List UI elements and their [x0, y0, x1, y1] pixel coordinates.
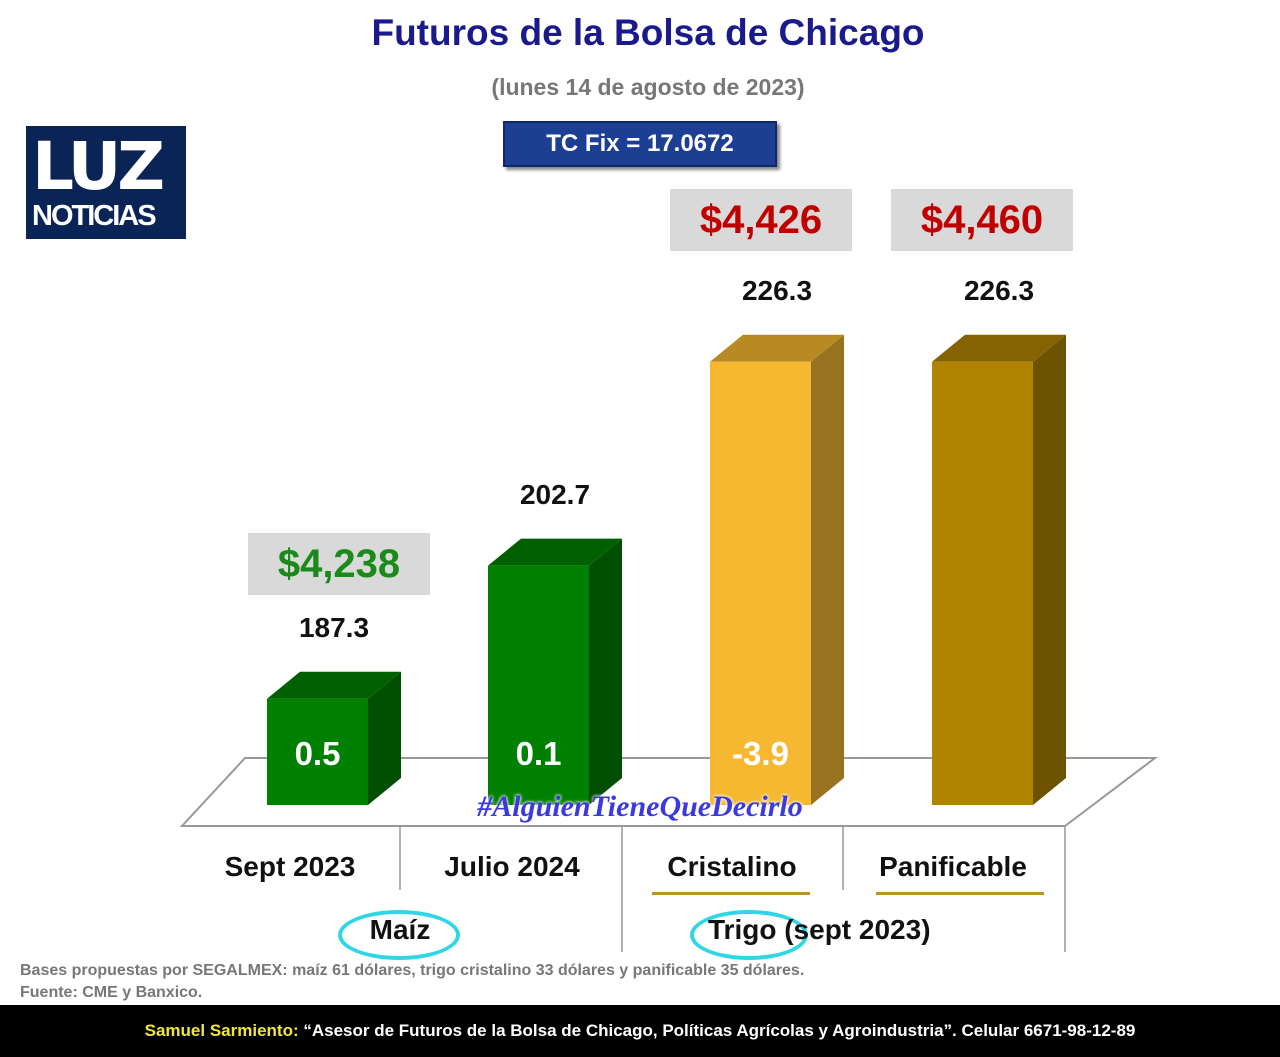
category-label: Julio 2024 [444, 851, 580, 882]
change-label: -3.9 [732, 735, 789, 772]
bar [932, 361, 1033, 805]
chart-title: Futuros de la Bolsa de Chicago [371, 12, 925, 53]
bar-side [368, 671, 401, 805]
author-name: Samuel Sarmiento: [144, 1021, 299, 1040]
category-underline [652, 892, 810, 895]
bar-chart [179, 334, 1158, 952]
footer-credit: Samuel Sarmiento: “Asesor de Futuros de … [0, 1005, 1280, 1057]
value-label: 202.7 [519, 478, 591, 510]
bar [267, 698, 368, 805]
bar-side [811, 334, 844, 805]
change-label: 0.5 [294, 735, 341, 772]
value-label: 187.3 [298, 611, 370, 643]
trigo-label: Trigo [708, 914, 777, 945]
bar-side [1033, 334, 1066, 805]
author-description: “Asesor de Futuros de la Bolsa de Chicag… [298, 1021, 1136, 1040]
luz-noticias-logo: LUZ NOTICIAS [26, 126, 186, 239]
bar-top [267, 671, 401, 699]
category-label: Cristalino [667, 851, 797, 882]
hashtag: #AlguienTieneQueDecirlo [477, 790, 803, 823]
chart-floor [179, 757, 1158, 827]
trigo-suffix: (sept 2023) [776, 914, 931, 945]
category-label: Panificable [879, 851, 1027, 882]
change-label: 0.1 [515, 735, 562, 772]
bar [488, 565, 589, 805]
trigo-highlight-ellipse [690, 910, 808, 960]
bar-side [589, 538, 622, 805]
bar [710, 361, 811, 805]
category-underline [876, 892, 1044, 895]
maiz-highlight-ellipse [338, 910, 460, 960]
exchange-rate-badge: TC Fix = 17.0672 [503, 121, 777, 167]
bar-top [710, 334, 844, 362]
bar-top [932, 334, 1066, 362]
value-label: 226.3 [963, 274, 1035, 306]
note-source: Fuente: CME y Banxico. [20, 984, 203, 1001]
category-label: Sept 2023 [224, 851, 356, 882]
group-label-trigo: Trigo (sept 2023) [708, 914, 931, 946]
chart-subtitle: (lunes 14 de agosto de 2023) [491, 74, 805, 100]
price-label: $4,426 [670, 189, 852, 251]
note-bases: Bases propuestas por SEGALMEX: maíz 61 d… [20, 962, 805, 979]
group-label-maiz: Maíz [369, 914, 431, 945]
value-label: 226.3 [741, 274, 813, 306]
bar-top [488, 538, 622, 566]
price-label: $4,460 [891, 189, 1073, 251]
price-label: $4,238 [248, 533, 430, 595]
